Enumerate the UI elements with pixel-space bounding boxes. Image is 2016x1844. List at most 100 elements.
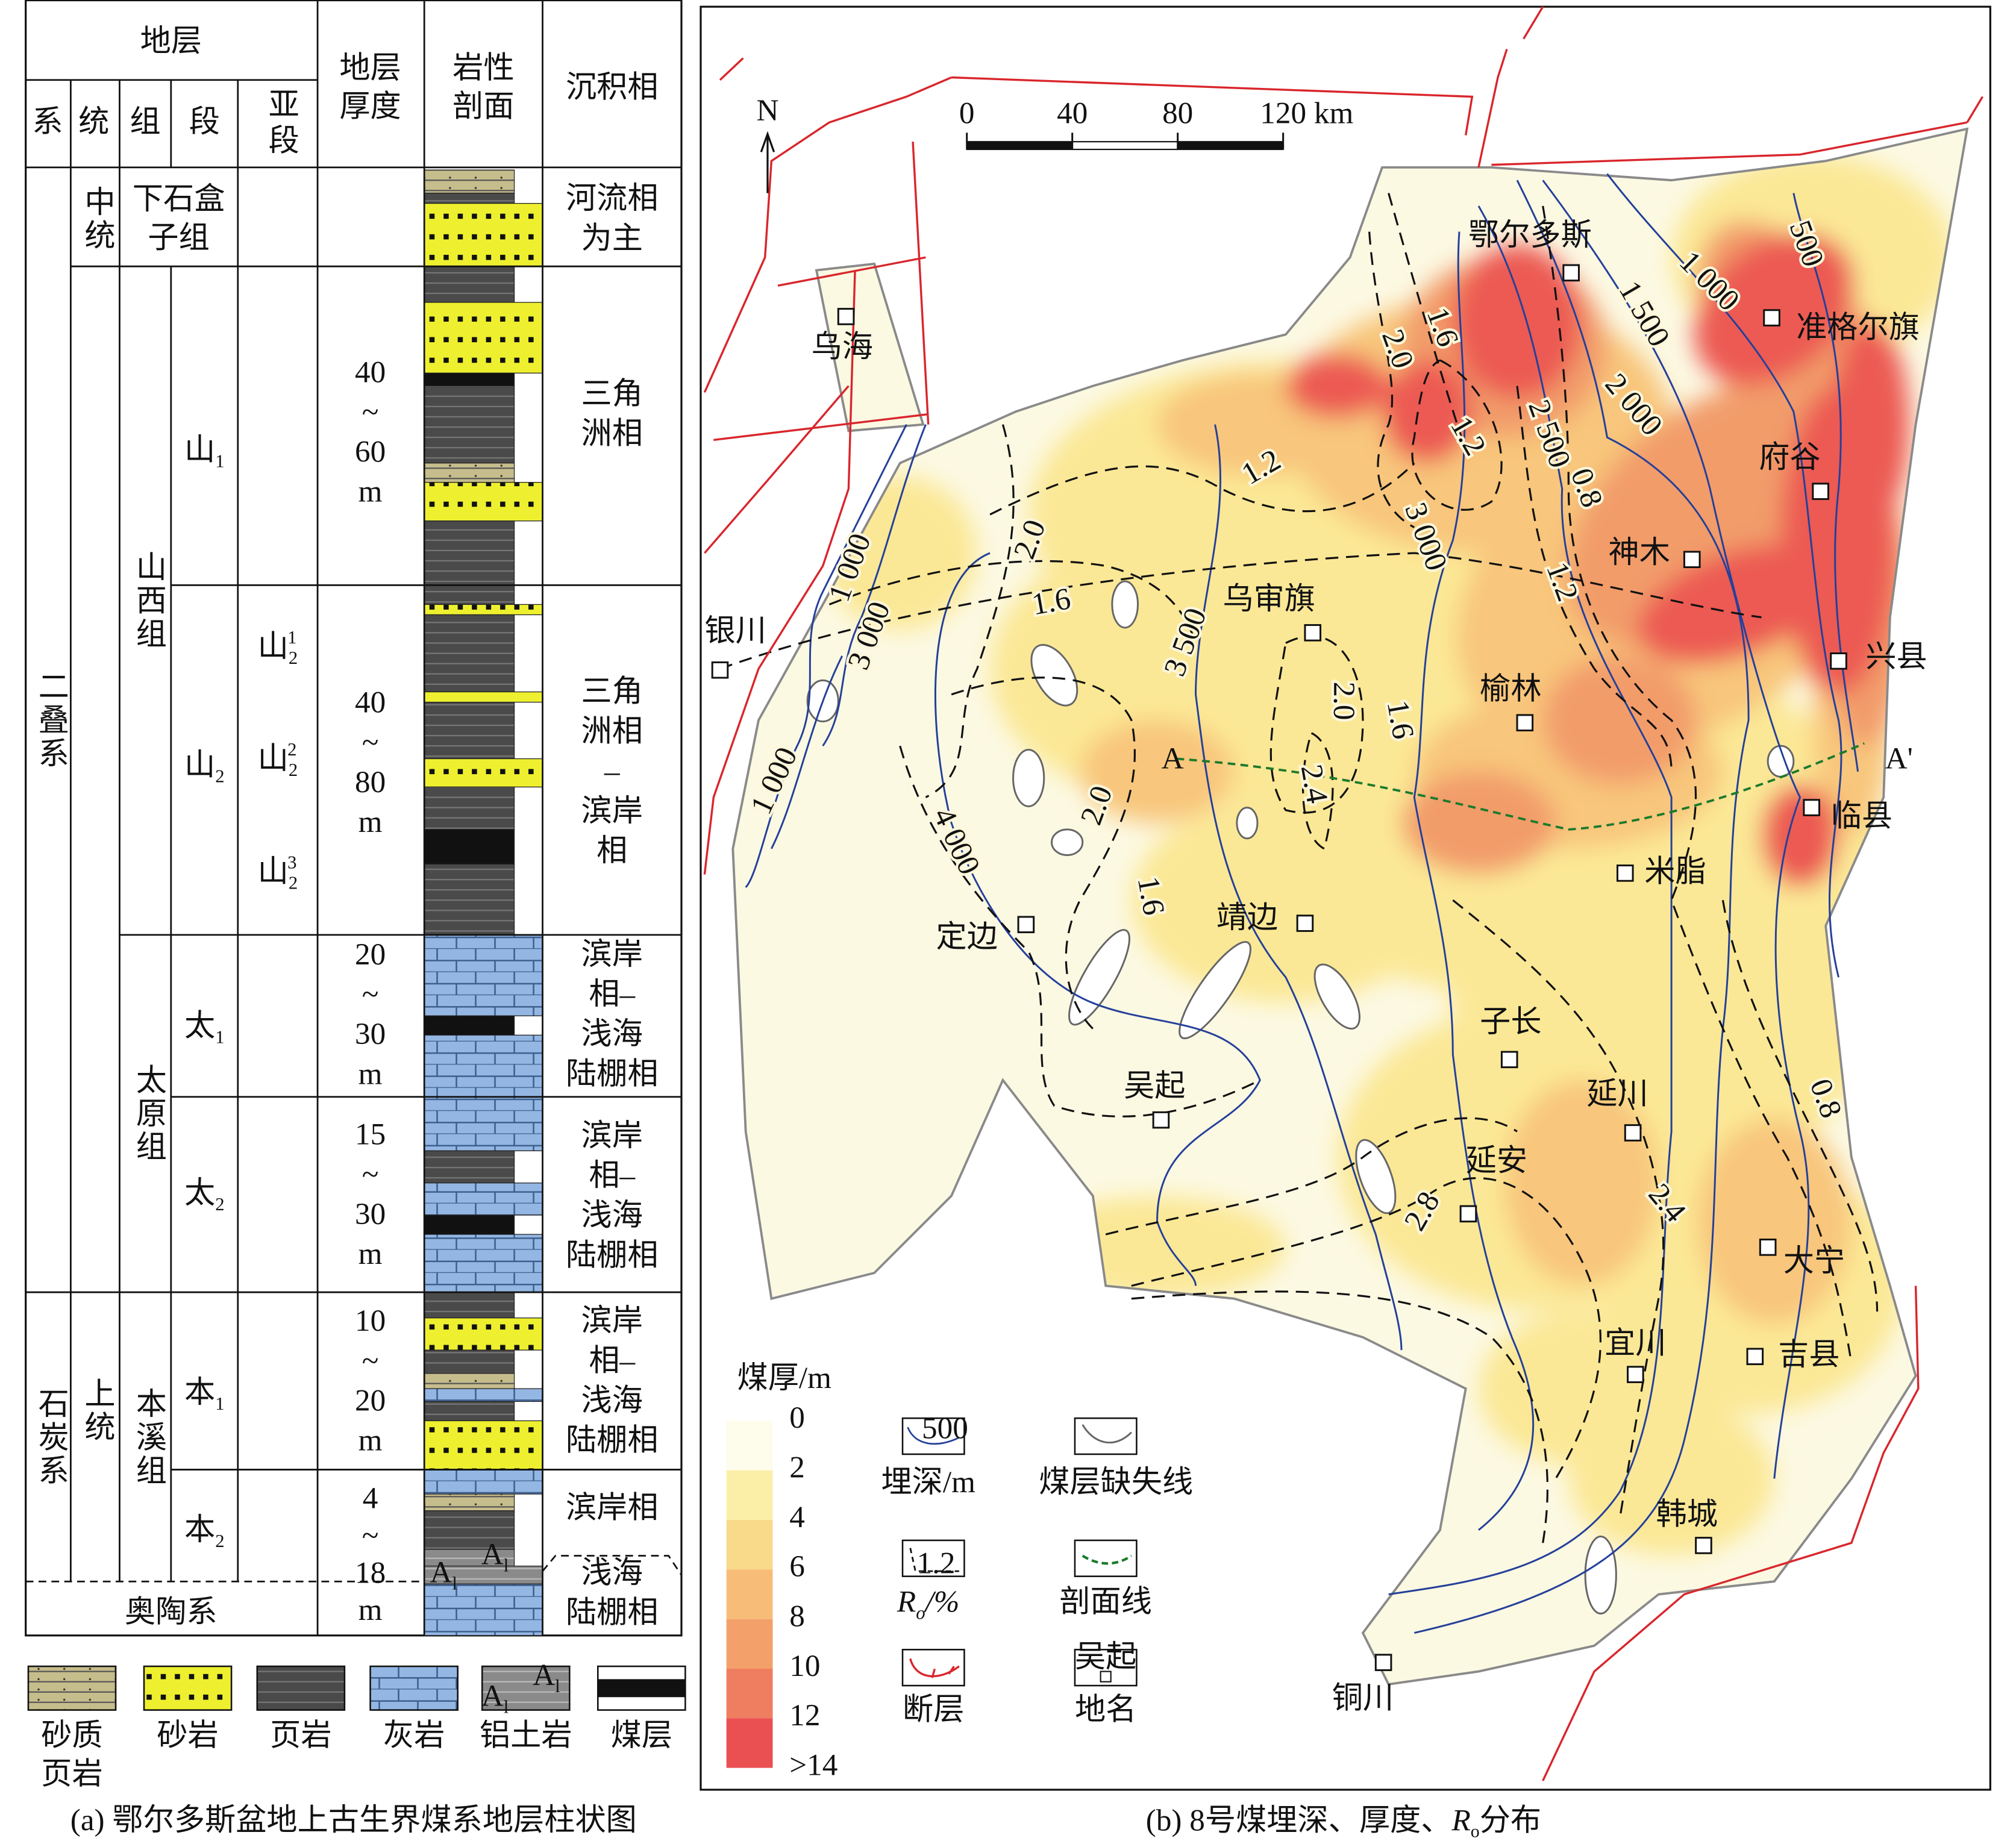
missing-seam-area: [1313, 963, 1360, 1030]
place-marker: [1803, 799, 1821, 816]
ro-contour: [1131, 1290, 1548, 1543]
legend-tick: 2: [789, 1451, 805, 1485]
bauxite-mark-part: l: [504, 1555, 509, 1576]
fault: [719, 57, 744, 81]
facies: 滨岸: [581, 1119, 643, 1153]
thickness: 10: [355, 1304, 386, 1338]
place-marker: [1616, 864, 1634, 882]
thickness: m: [358, 1424, 383, 1458]
place-marker: [1500, 1051, 1518, 1069]
ro-contour: [828, 560, 1197, 643]
legend-label: 煤层缺失线: [1039, 1465, 1193, 1499]
place-marker: [1152, 1111, 1170, 1129]
lithology-strip: [424, 1469, 543, 1495]
header: 地层: [140, 24, 202, 58]
place-name: 乌审旗: [1222, 582, 1315, 616]
facies: 三角: [581, 675, 643, 709]
missing-seam-area: [1355, 1139, 1397, 1214]
facies: 滨岸: [581, 794, 643, 828]
lithology-strip: [424, 1549, 515, 1567]
thickness: ~: [362, 977, 379, 1011]
bauxite-mark-part: A: [481, 1537, 504, 1571]
ro-contour: [1131, 1177, 1601, 1480]
facies: 相–: [589, 1343, 635, 1378]
formation: 下石盒: [133, 182, 225, 216]
facies: 浅海: [581, 1383, 643, 1417]
thickness: ~: [362, 1157, 379, 1192]
place-marker: [1683, 551, 1701, 569]
place-marker: [1763, 309, 1780, 327]
facies: 三角: [581, 377, 643, 411]
map-frame: [700, 5, 1991, 1791]
legend-label: 灰岩: [383, 1718, 445, 1752]
header: 地层: [339, 51, 401, 86]
facies: 滨岸: [581, 1304, 643, 1338]
caption-part: o: [1471, 1822, 1480, 1842]
depth-contour: [934, 552, 1261, 1286]
section-label: A: [1162, 742, 1184, 776]
legend-icon-line: [1082, 1424, 1132, 1444]
north-arrow: [760, 131, 775, 193]
lithology-strip: [424, 482, 543, 522]
lithology-strip: [424, 1510, 515, 1550]
place-marker: [1695, 1537, 1712, 1554]
legend-label: Ro/%: [897, 1584, 960, 1623]
legend-tick: 0: [789, 1401, 805, 1435]
bauxite-mark-part: A: [533, 1658, 555, 1692]
legend-icon: [901, 1649, 965, 1687]
ro-contour: [951, 677, 1136, 1030]
thickness-blob: [1285, 354, 1389, 418]
depth-contour: [1413, 231, 1535, 1531]
submember-part: 山: [258, 742, 289, 776]
lithology-strip: [424, 1015, 515, 1036]
formation: 本溪组: [131, 1387, 166, 1487]
fault: [713, 413, 928, 441]
caption-part: (b) 8号煤埋深、厚度、: [1146, 1803, 1452, 1837]
ro-contour: [719, 552, 1762, 670]
legend-icon: [901, 1417, 965, 1455]
place-marker: [1296, 914, 1314, 932]
ro-label: 2.4: [1294, 762, 1335, 806]
lithology-strip: [424, 1234, 543, 1293]
bauxite-mark-part: l: [555, 1676, 560, 1696]
legend-icon-text: 1.2: [916, 1546, 955, 1580]
legend-label-part: o: [916, 1603, 925, 1624]
fault: [704, 385, 850, 554]
place-marker: [711, 661, 729, 679]
thickness: ~: [362, 1343, 379, 1378]
missing-seam-area: [1051, 828, 1084, 857]
thickness-blob: [1131, 797, 1440, 1003]
caption: (b) 8号煤埋深、厚度、Ro分布: [1146, 1803, 1541, 1842]
lithology-strip: [424, 1292, 515, 1319]
facies: 浅海: [581, 1017, 643, 1051]
fault: [912, 142, 930, 425]
submember-part: 2: [289, 760, 298, 780]
thickness-blob: [1542, 655, 1697, 785]
legend-tick: >14: [789, 1748, 837, 1782]
lithology-strip: [424, 1493, 515, 1511]
lithology-strip: [424, 1401, 515, 1422]
member: 太1: [184, 1008, 225, 1047]
facies: 陆棚相: [566, 1424, 659, 1458]
ro-contour: [1388, 193, 1467, 451]
header: 亚段: [263, 88, 299, 160]
ro-contour: [1269, 635, 1364, 814]
ro-contour: [1542, 205, 1853, 1363]
lithology-strip: [424, 520, 515, 586]
place-marker: [1516, 714, 1534, 732]
place-name: 银川: [704, 614, 766, 648]
bauxite-mark-part: A: [481, 1678, 504, 1713]
lithology-strip: [424, 1349, 515, 1374]
legend-label: 页岩: [270, 1718, 331, 1752]
thickness: 20: [355, 937, 386, 972]
place-name: 鄂尔多斯: [1468, 218, 1592, 252]
place-name: 府谷: [1759, 440, 1820, 475]
submember: 山21: [258, 627, 298, 668]
missing-seam-area: [1179, 941, 1251, 1040]
place-name: 临县: [1831, 799, 1892, 834]
facies: 洲相: [581, 417, 643, 451]
legend-icon-line: [907, 1427, 960, 1445]
legend-label: 砂岩: [157, 1718, 218, 1752]
legend-label: 断层: [903, 1693, 964, 1727]
